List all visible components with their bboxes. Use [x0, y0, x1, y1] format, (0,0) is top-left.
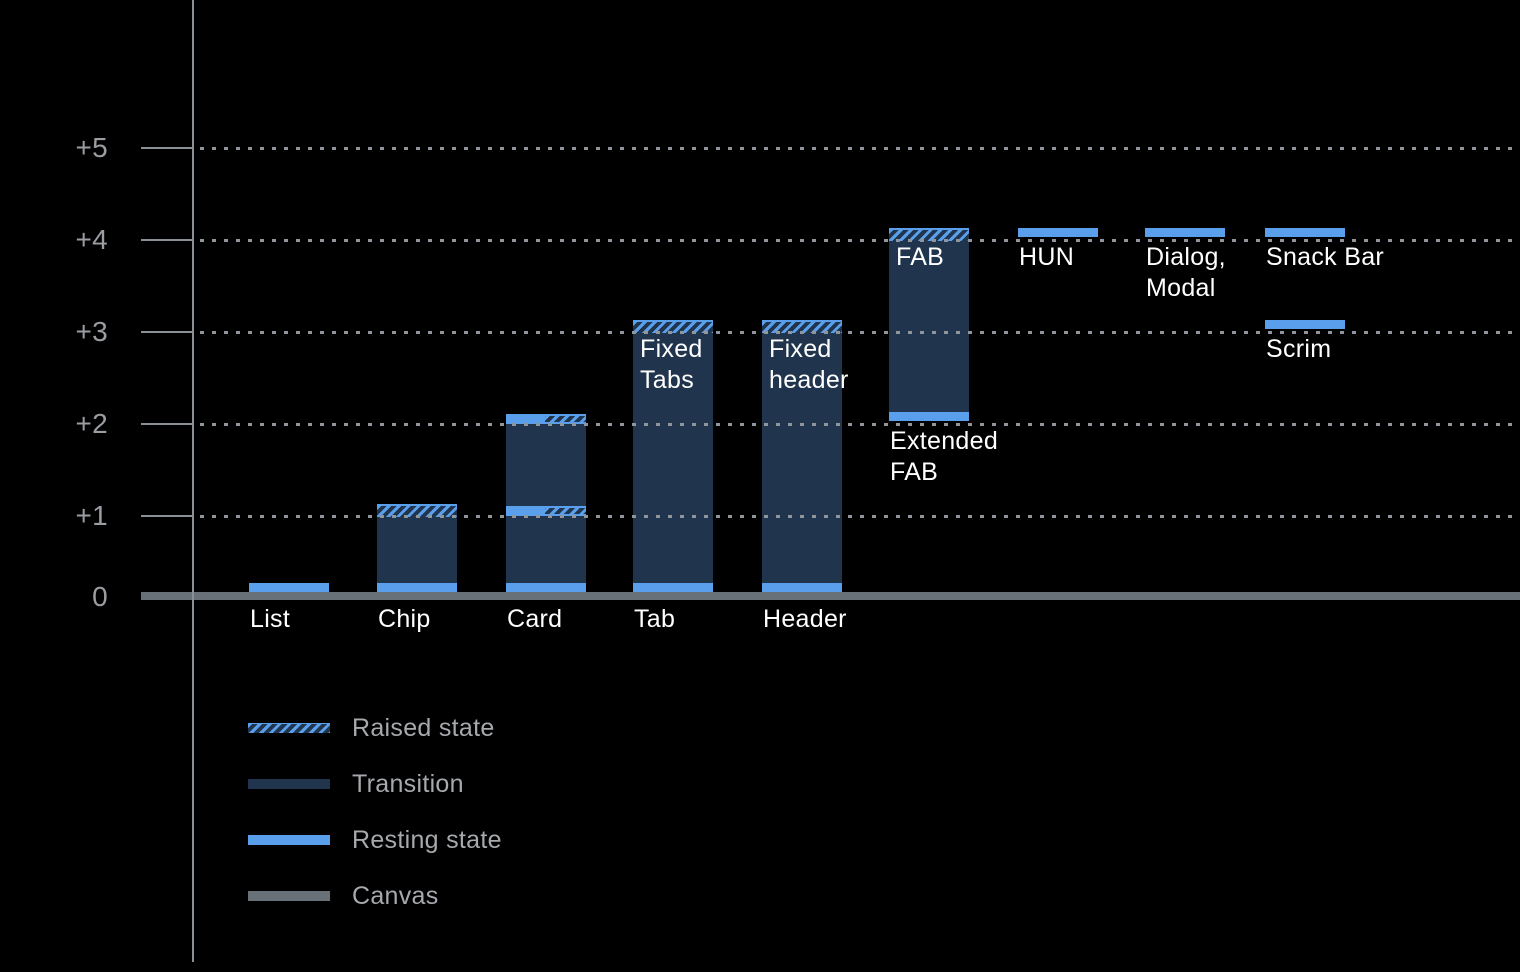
legend-label-resting: Resting state — [352, 826, 502, 854]
bar-part-resting-state — [506, 414, 545, 424]
bar-part-raised-state — [377, 504, 457, 517]
y-axis-tick-+2 — [141, 423, 194, 425]
canvas-baseline — [141, 592, 1520, 600]
bar-part-transition — [889, 240, 969, 421]
bar-inner-label-line: Fixed — [769, 335, 832, 363]
bar-part-resting-state — [1265, 320, 1345, 329]
bar-band-label-line: Scrim — [1266, 335, 1332, 363]
bar-header — [762, 0, 842, 972]
bar-inner-label-line: Fixed — [640, 335, 703, 363]
bar-band-label-line: HUN — [1019, 243, 1075, 271]
bar-part-resting-state — [1018, 228, 1098, 237]
bar-scrim — [1265, 0, 1345, 972]
y-tick-label-+4: +4 — [75, 224, 108, 255]
y-tick-label-+3: +3 — [75, 316, 108, 347]
y-axis-tick-+1 — [141, 515, 194, 517]
bar-list — [249, 0, 329, 972]
bar-axis-label-tab: Tab — [634, 605, 676, 633]
bar-band-label-snack-bar: Snack Bar — [1266, 242, 1466, 312]
legend-swatch-resting — [248, 835, 330, 845]
bar-axis-label-card: Card — [507, 605, 563, 633]
y-axis-tick-+4 — [141, 239, 194, 241]
bar-dialog-modal — [1145, 0, 1225, 972]
gridline-2 — [200, 423, 1520, 426]
bar-part-transition — [762, 332, 842, 592]
gridline-5 — [200, 147, 1520, 150]
y-tick-label-0: 0 — [92, 581, 108, 612]
bar-part-resting-state — [762, 583, 842, 592]
bar-part-resting-state — [1265, 228, 1345, 237]
bar-part-resting-state — [377, 583, 457, 592]
gridline-4 — [200, 239, 1520, 242]
bar-inner-label-tab: Fixed Tabs — [640, 334, 800, 404]
bar-part-resting-state — [633, 583, 713, 592]
bar-axis-label-header: Header — [763, 605, 847, 633]
legend-label-raised: Raised state — [352, 714, 495, 742]
bar-part-raised-state — [762, 320, 842, 333]
y-tick-label-+2: +2 — [75, 408, 108, 439]
bar-part-transition — [377, 516, 457, 592]
gridline-1 — [200, 515, 1520, 518]
bar-part-resting-state — [249, 583, 329, 592]
bar-hun — [1018, 0, 1098, 972]
legend-label-transition: Transition — [352, 770, 464, 798]
bar-part-raised-state — [633, 320, 713, 333]
bar-part-raised-state — [889, 228, 969, 241]
bar-part-resting-state — [506, 583, 586, 592]
bar-band-label-line: Dialog, — [1146, 243, 1226, 271]
bar-band-label-line: Extended — [890, 427, 999, 455]
bar-inner-label-header: Fixed header — [769, 334, 929, 404]
legend-label-canvas: Canvas — [352, 882, 439, 910]
bar-axis-label-list: List — [250, 605, 291, 633]
bar-band-label-fab: Extended FAB — [890, 426, 1090, 496]
bar-inner-label-line: header — [769, 366, 849, 394]
y-axis-tick-+3 — [141, 331, 194, 333]
bar-part-transition — [633, 332, 713, 592]
legend-swatch-raised — [248, 723, 330, 733]
bar-chip — [377, 0, 457, 972]
y-tick-label-+1: +1 — [75, 500, 108, 531]
bar-band-label-hun: HUN — [1019, 242, 1219, 312]
bar-part-resting-state — [889, 412, 969, 421]
bar-fab — [889, 0, 969, 972]
bar-band-label-line: Snack Bar — [1266, 243, 1385, 271]
bar-axis-label-chip: Chip — [378, 605, 431, 633]
y-axis-tick-+5 — [141, 147, 194, 149]
gridline-3 — [200, 331, 1520, 334]
bar-snack-bar — [1265, 0, 1345, 972]
bar-part-resting-state — [1145, 228, 1225, 237]
bar-band-label-scrim: Scrim — [1266, 334, 1466, 404]
legend-swatch-transition — [248, 779, 330, 789]
bar-inner-label-fab: FAB — [896, 242, 1056, 312]
bar-part-resting-state — [506, 506, 545, 516]
bar-inner-label-line: Tabs — [640, 366, 695, 394]
bar-band-label-dialog-modal: Dialog, Modal — [1146, 242, 1346, 312]
bar-band-label-line: Modal — [1146, 274, 1216, 302]
bar-band-label-line: FAB — [890, 458, 939, 486]
bar-inner-label-line: FAB — [896, 243, 945, 271]
y-axis-line — [192, 0, 194, 962]
y-tick-label-+5: +5 — [75, 132, 108, 163]
legend-swatch-canvas — [248, 891, 330, 901]
bar-tab — [633, 0, 713, 972]
